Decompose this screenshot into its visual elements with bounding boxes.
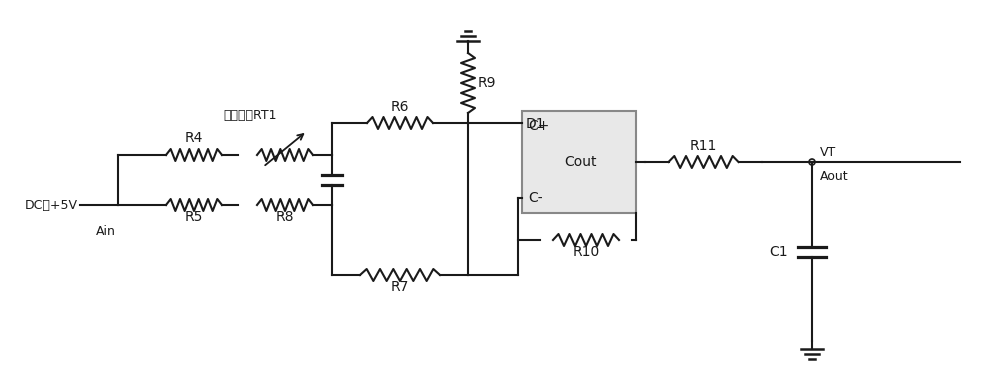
Text: Aout: Aout bbox=[820, 170, 849, 183]
Text: Cout: Cout bbox=[564, 155, 596, 169]
Text: DC：+5V: DC：+5V bbox=[25, 198, 78, 211]
Text: 热敏电阻RT1: 热敏电阻RT1 bbox=[223, 109, 276, 122]
Text: C+: C+ bbox=[528, 119, 549, 133]
Text: R5: R5 bbox=[185, 210, 203, 224]
Text: D1: D1 bbox=[526, 117, 546, 131]
Text: R10: R10 bbox=[572, 245, 600, 259]
Text: R6: R6 bbox=[391, 100, 409, 114]
Text: C-: C- bbox=[528, 191, 543, 205]
Text: R9: R9 bbox=[478, 76, 496, 90]
Text: R8: R8 bbox=[276, 210, 294, 224]
FancyBboxPatch shape bbox=[522, 111, 636, 213]
Text: R7: R7 bbox=[391, 280, 409, 294]
Text: R4: R4 bbox=[185, 131, 203, 145]
Text: VT: VT bbox=[820, 146, 836, 159]
Text: Ain: Ain bbox=[96, 225, 116, 238]
Text: R11: R11 bbox=[690, 139, 717, 153]
Text: C1: C1 bbox=[769, 244, 788, 259]
